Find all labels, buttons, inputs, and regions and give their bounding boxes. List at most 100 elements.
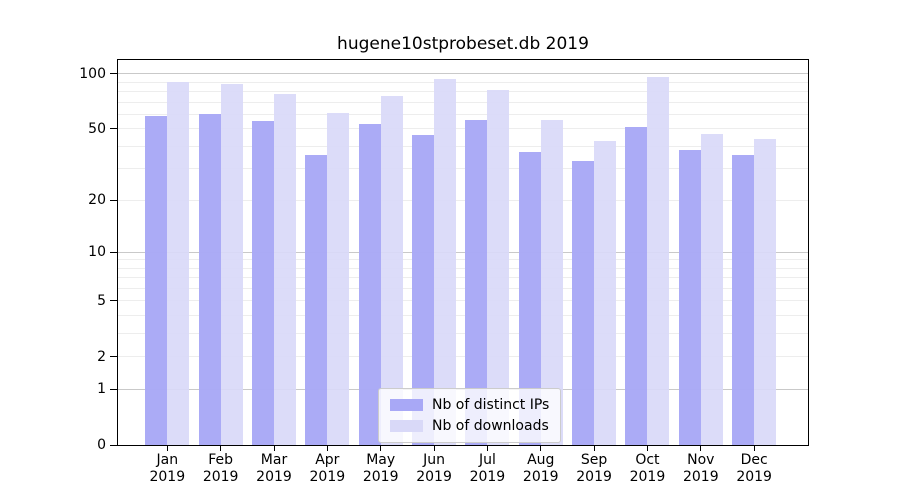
y-tick-5 [110,300,117,302]
x-tick-year: 2019 [149,469,186,485]
bar-oct-distinct-ips [625,127,648,445]
bar-jan-distinct-ips [145,115,168,445]
gridline-60 [118,113,808,115]
bar-nov-distinct-ips [678,150,701,445]
x-tick-label-sep: Sep 2019 [566,452,622,486]
bar-jul-downloads [487,89,510,445]
x-tick-year: 2019 [202,469,239,485]
y-tick-label-20: 20 [88,192,106,209]
gridline-9 [118,259,808,261]
x-tick-year: 2019 [682,469,719,485]
y-tick-2 [110,356,117,358]
gridline-8 [118,267,808,269]
gridline-20 [118,199,808,201]
x-tick-month: Jan [156,452,179,468]
gridline-6 [118,288,808,289]
x-tick-jul [486,446,488,451]
bar-aug-distinct-ips [518,152,541,445]
bar-mar-distinct-ips [252,121,274,445]
x-tick-month: Jun [423,452,445,468]
bar-jan-downloads [167,82,190,445]
x-tick-month: Apr [315,452,340,468]
x-tick-year: 2019 [576,469,612,485]
x-tick-label-dec: Dec 2019 [726,452,782,486]
x-tick-month: Oct [635,452,660,468]
x-tick-feb [220,446,222,451]
bar-may-distinct-ips [358,124,381,445]
bar-sep-distinct-ips [572,161,595,445]
x-tick-label-mar: Mar 2019 [246,452,302,486]
bar-mar-downloads [274,93,296,445]
legend-label-downloads: Nb of downloads [432,418,549,434]
bar-apr-distinct-ips [305,154,328,445]
x-tick-dec [753,446,755,451]
gridline-5 [118,300,808,302]
x-tick-year: 2019 [362,469,399,485]
bar-feb-downloads [220,84,243,445]
bar-sep-downloads [594,140,617,445]
legend-item-distinct-ips: Nb of distinct IPs [390,397,549,413]
gridline-4 [118,315,808,317]
y-tick-100 [110,73,117,75]
y-tick-label-10: 10 [88,244,106,261]
gridline-7 [118,277,808,279]
bar-feb-distinct-ips [198,114,221,445]
gridline-50 [118,128,808,130]
y-tick-label-1: 1 [97,381,106,398]
x-tick-oct [646,446,648,451]
gridline-40 [118,145,808,147]
legend-item-downloads: Nb of downloads [390,418,549,434]
x-tick-year: 2019 [522,469,559,485]
y-tick-label-2: 2 [97,348,106,365]
x-tick-label-jul: Jul 2019 [459,452,515,486]
gridline-10 [118,251,808,253]
x-tick-label-may: May 2019 [353,452,409,486]
x-tick-year: 2019 [629,469,666,485]
gridline-3 [118,333,808,335]
y-tick-50 [110,128,117,130]
x-tick-month: Dec [740,452,768,468]
y-tick-20 [110,199,117,201]
bar-apr-downloads [327,113,350,445]
x-tick-year: 2019 [416,469,452,485]
y-tick-label-0: 0 [97,437,106,453]
gridline-80 [118,91,808,93]
x-tick-label-feb: Feb 2019 [193,452,249,486]
x-tick-sep [593,446,595,451]
bar-jun-downloads [434,78,457,445]
gridline-100 [118,73,808,75]
x-tick-month: Aug [527,452,555,468]
x-tick-apr [326,446,328,451]
x-tick-may [380,446,382,451]
gridline-90 [118,81,808,83]
bar-jun-distinct-ips [412,135,435,445]
gridline-2 [118,356,808,358]
x-tick-month: Nov [687,452,715,468]
bar-oct-downloads [647,77,670,445]
x-tick-label-apr: Apr 2019 [299,452,355,486]
x-tick-year: 2019 [309,469,346,485]
x-tick-nov [700,446,702,451]
plot-area: Nb of distinct IPs Nb of downloads [117,59,809,446]
x-tick-aug [540,446,542,451]
x-tick-month: Jul [478,452,496,468]
x-tick-month: May [366,452,396,468]
gridline-70 [118,101,808,103]
x-tick-month: Feb [208,452,234,468]
y-tick-label-50: 50 [88,120,106,137]
x-tick-label-oct: Oct 2019 [619,452,675,486]
legend-swatch-distinct-ips [390,399,423,411]
y-tick-10 [110,251,117,253]
y-tick-label-5: 5 [97,292,106,309]
x-tick-label-jan: Jan 2019 [139,452,195,486]
x-tick-mar [273,446,275,451]
bar-jul-distinct-ips [465,119,488,445]
bar-may-downloads [380,95,403,445]
x-tick-month: Mar [260,452,288,468]
x-tick-jan [166,446,168,451]
x-tick-year: 2019 [256,469,292,485]
gridline-30 [118,168,808,170]
x-tick-label-nov: Nov 2019 [673,452,729,486]
x-tick-label-jun: Jun 2019 [406,452,462,486]
